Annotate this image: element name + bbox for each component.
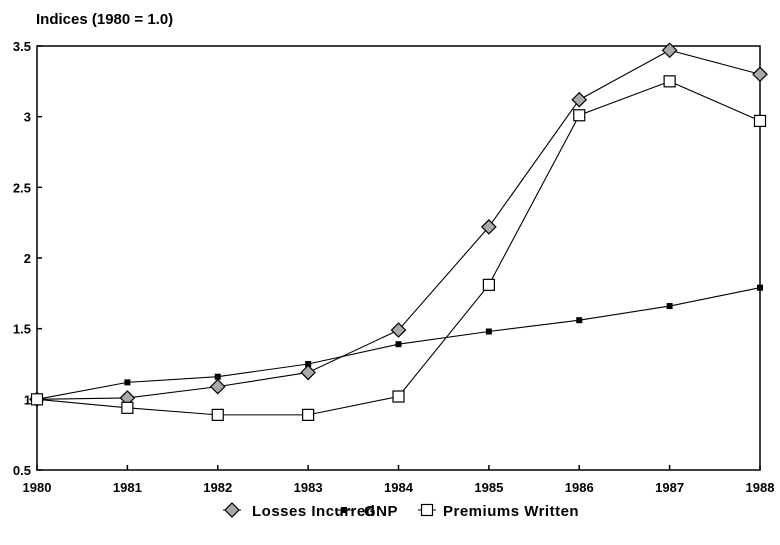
data-point-premiums-written: [753, 114, 767, 128]
x-tick-label: 1980: [23, 480, 52, 495]
series-line-premiums-written: [36, 80, 761, 416]
y-tick-label: 2.5: [13, 180, 31, 195]
x-tick-label: 1981: [113, 480, 142, 495]
legend-marker-losses-incurred: [224, 502, 240, 518]
markers-premiums-written: [30, 75, 767, 421]
data-point-gnp: [214, 373, 221, 380]
y-axis-title: Indices (1980 = 1.0): [36, 11, 173, 28]
data-point-gnp: [485, 328, 492, 335]
data-point-premiums-written: [482, 278, 495, 291]
data-point-gnp: [305, 361, 312, 367]
data-point-losses-incurred: [209, 378, 226, 395]
data-point-gnp: [666, 303, 673, 310]
y-tick-label: 0.5: [13, 463, 31, 478]
data-point-premiums-written: [392, 390, 405, 403]
data-point-losses-incurred: [661, 42, 678, 59]
markers-gnp: [34, 284, 763, 403]
legend-item-premiums-written: Premiums Written: [418, 503, 579, 520]
data-point-premiums-written: [573, 109, 586, 122]
x-tick-label: 1987: [655, 480, 684, 495]
legend-label: Premiums Written: [443, 503, 579, 520]
legend-marker-gnp: [341, 507, 347, 513]
data-point-gnp: [757, 284, 763, 291]
y-tick-label: 3.5: [13, 39, 31, 54]
x-tick-label: 1985: [474, 480, 503, 495]
y-tick-label: 2: [24, 251, 31, 266]
data-point-premiums-written: [121, 401, 134, 414]
data-point-premiums-written: [211, 408, 224, 421]
data-point-losses-incurred: [481, 219, 497, 235]
data-point-premiums-written: [302, 408, 315, 421]
markers-losses-incurred: [29, 42, 768, 408]
x-tick-label: 1988: [746, 480, 775, 495]
x-tick-label: 1986: [565, 480, 594, 495]
data-point-gnp: [395, 341, 402, 348]
plot-frame: [36, 45, 761, 471]
legend-label: Losses Incurred: [252, 503, 375, 520]
data-point-gnp: [124, 379, 131, 386]
data-point-losses-incurred: [300, 364, 316, 381]
y-tick-label: 1.5: [13, 322, 31, 337]
data-point-premiums-written: [663, 75, 676, 88]
legend-label: GNP: [364, 503, 398, 520]
legend-item-losses-incurred: Losses Incurred: [223, 502, 375, 520]
x-tick-label: 1984: [384, 480, 414, 495]
y-tick-label: 3: [24, 110, 31, 125]
legend-item-gnp: GNP: [335, 503, 398, 520]
x-tick-label: 1983: [294, 480, 323, 495]
x-tick-label: 1982: [203, 480, 232, 495]
legend-marker-premiums-written: [420, 503, 434, 517]
data-point-premiums-written: [30, 393, 44, 406]
data-point-losses-incurred: [752, 66, 768, 83]
data-point-gnp: [576, 317, 583, 324]
y-tick-label: 1: [24, 392, 31, 407]
series-premiums-written: [36, 80, 761, 416]
data-point-losses-incurred: [571, 91, 588, 108]
data-point-losses-incurred: [390, 322, 407, 338]
